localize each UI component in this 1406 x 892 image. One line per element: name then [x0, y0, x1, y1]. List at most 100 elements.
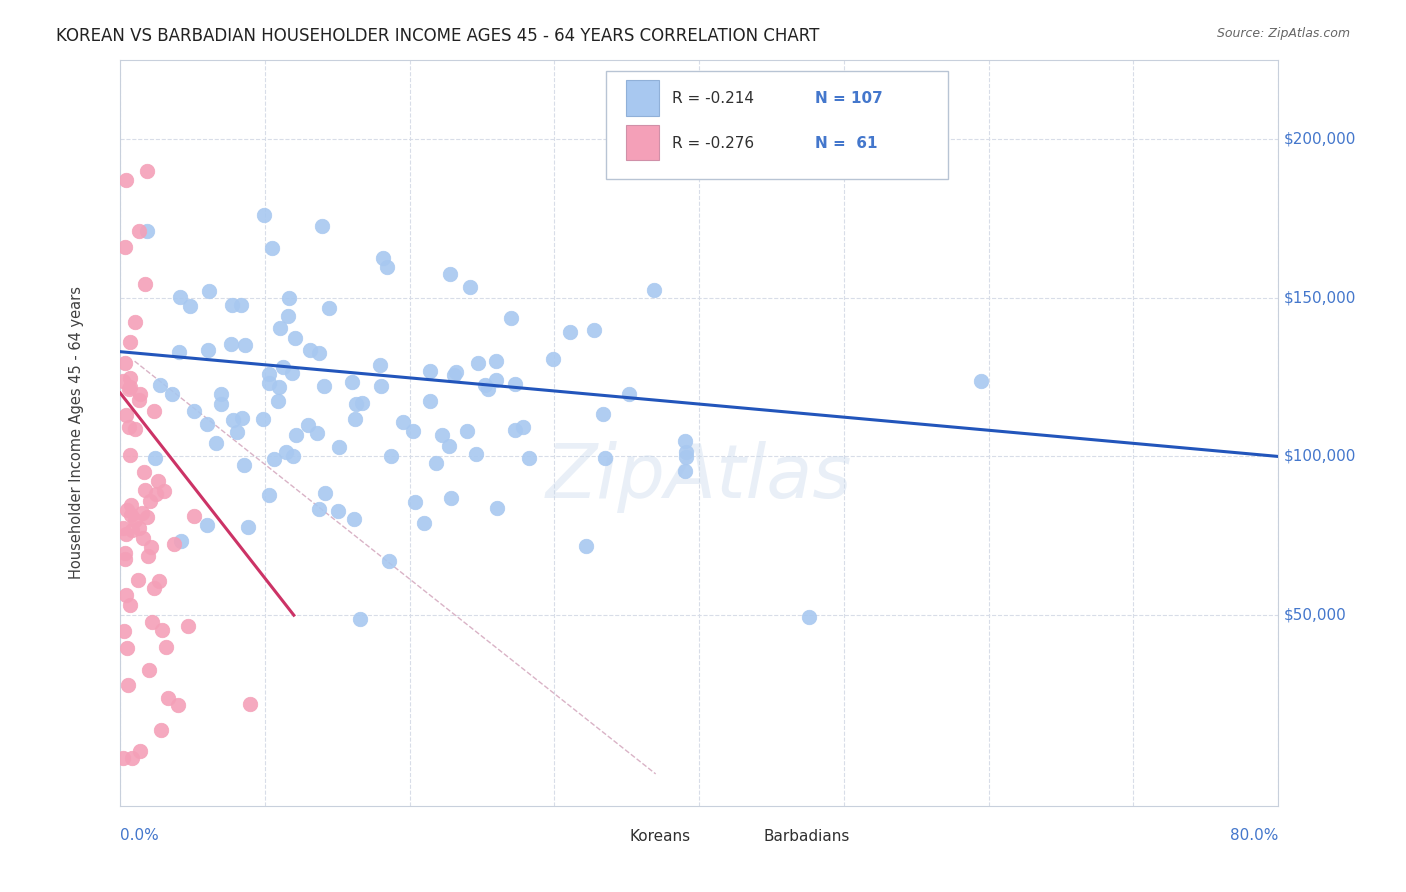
Point: [179, 299, 201, 313]
Point: [439, 267, 461, 281]
Point: [328, 440, 350, 454]
Point: [307, 425, 329, 440]
Point: [149, 378, 172, 392]
Point: [558, 326, 581, 340]
Point: [375, 260, 398, 274]
Point: [673, 434, 696, 449]
Point: [349, 611, 371, 625]
Point: [112, 624, 135, 638]
Point: [284, 428, 307, 442]
Point: [582, 323, 605, 337]
Point: [143, 404, 166, 418]
Point: [425, 456, 447, 470]
Text: N =  61: N = 61: [815, 136, 877, 151]
Point: [219, 337, 242, 351]
Point: [673, 465, 696, 479]
Point: [121, 523, 143, 537]
Point: [111, 374, 134, 388]
FancyBboxPatch shape: [728, 825, 756, 847]
Point: [368, 358, 391, 372]
Point: [134, 277, 156, 292]
Point: [252, 412, 274, 426]
Point: [209, 387, 232, 401]
Point: [112, 521, 135, 535]
Point: [503, 377, 526, 392]
Point: [143, 450, 166, 465]
Point: [134, 483, 156, 497]
Point: [197, 343, 219, 357]
Point: [340, 375, 363, 389]
Point: [266, 394, 288, 409]
Point: [419, 393, 441, 408]
Point: [592, 407, 614, 421]
Point: [277, 309, 299, 323]
Point: [485, 353, 508, 368]
Text: R = -0.214: R = -0.214: [672, 92, 755, 106]
Point: [344, 397, 367, 411]
Point: [120, 498, 142, 512]
Point: [136, 549, 159, 564]
Point: [114, 239, 136, 253]
Point: [115, 641, 138, 656]
Point: [231, 411, 253, 425]
Point: [128, 520, 150, 534]
Text: Source: ZipAtlas.com: Source: ZipAtlas.com: [1216, 27, 1350, 40]
Point: [124, 315, 146, 329]
Point: [205, 436, 228, 450]
Point: [114, 356, 136, 370]
Point: [231, 298, 253, 312]
Point: [115, 526, 138, 541]
Point: [128, 393, 150, 408]
FancyBboxPatch shape: [626, 125, 658, 161]
Point: [675, 444, 697, 458]
Point: [221, 298, 243, 312]
Point: [117, 678, 139, 692]
Text: N = 107: N = 107: [815, 92, 883, 106]
Point: [352, 396, 374, 410]
Point: [128, 386, 150, 401]
Point: [485, 500, 508, 515]
Point: [271, 359, 294, 374]
Point: [239, 697, 262, 711]
Point: [444, 365, 467, 379]
Point: [439, 491, 461, 506]
Point: [413, 516, 436, 530]
Point: [458, 280, 481, 294]
Point: [378, 554, 401, 568]
Point: [155, 640, 177, 654]
Point: [120, 598, 142, 612]
Point: [298, 343, 321, 357]
Point: [312, 379, 335, 393]
Text: Barbadians: Barbadians: [763, 829, 851, 844]
Point: [195, 518, 218, 533]
Point: [419, 364, 441, 378]
Point: [145, 486, 167, 500]
Point: [370, 378, 392, 392]
Text: $50,000: $50,000: [1284, 607, 1347, 623]
Point: [617, 387, 640, 401]
Point: [183, 404, 205, 418]
Point: [343, 511, 366, 525]
Point: [503, 423, 526, 437]
Point: [118, 420, 141, 434]
Point: [257, 376, 280, 390]
Point: [443, 368, 465, 383]
Point: [456, 424, 478, 438]
Point: [115, 503, 138, 517]
Point: [209, 397, 232, 411]
Point: [114, 409, 136, 423]
Point: [799, 609, 821, 624]
Point: [135, 224, 157, 238]
Point: [283, 449, 305, 463]
Point: [139, 540, 162, 554]
Point: [297, 418, 319, 433]
Point: [477, 382, 499, 396]
Point: [197, 285, 219, 299]
Point: [253, 208, 276, 222]
Point: [512, 420, 534, 434]
Point: [114, 546, 136, 560]
Point: [177, 619, 200, 633]
Point: [541, 351, 564, 366]
Point: [141, 615, 163, 630]
Point: [267, 380, 290, 394]
